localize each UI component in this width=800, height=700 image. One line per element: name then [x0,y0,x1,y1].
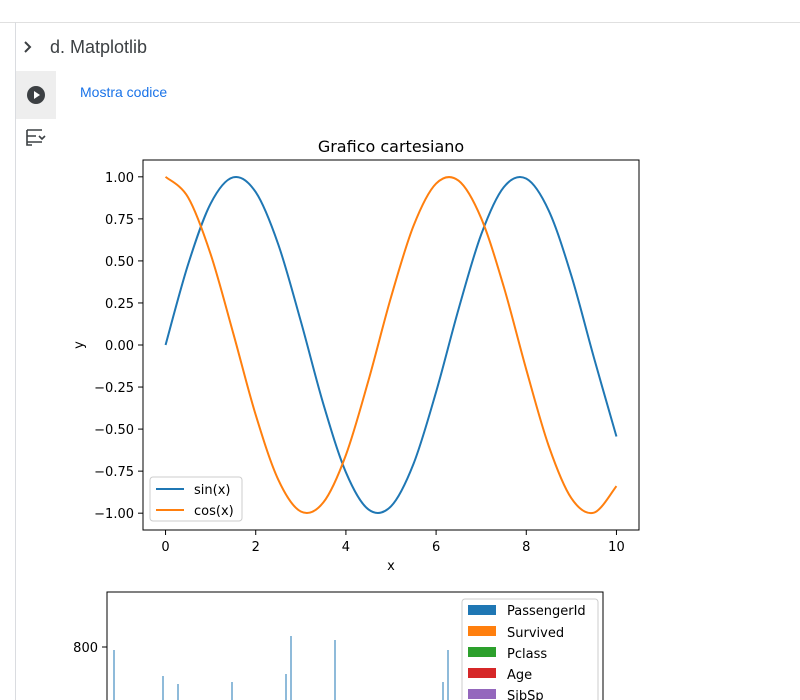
chart1-x-label: x [387,559,395,574]
chart2-legend: PassengerId Survived Pclass Age SibSp [461,598,599,700]
legend-entry-cos: cos(x) [194,504,234,519]
cell-left-border [15,22,16,700]
run-cell-button[interactable] [16,71,56,119]
legend-entry-survived: Survived [507,626,564,641]
play-circle-icon [27,86,45,104]
chart1-plot-area [142,159,640,531]
x-tick-label: 6 [432,540,440,555]
chart1-title: Grafico cartesiano [318,137,464,156]
y-tick-label: −0.75 [94,465,134,480]
y-tick-label: 0.25 [105,297,134,312]
line-chart: Grafico cartesiano x y 0 2 4 6 8 10 −1.00 −0.7… [72,137,640,574]
legend-entry-passengerid: PassengerId [507,604,586,619]
legend-entry-pclass: Pclass [507,647,547,662]
section-header: d. Matplotlib [16,30,147,64]
x-tick-label: 4 [342,540,350,555]
y-tick-label: 0.00 [105,339,134,354]
chevron-right-icon[interactable] [18,37,38,57]
y-tick-label: −0.25 [94,381,134,396]
y-tick-label: 1.00 [105,171,134,186]
series-line-sin [164,175,618,514]
form-toggle-icon[interactable] [24,126,48,148]
y-tick-label: 800 [73,641,98,656]
x-tick-label: 0 [161,540,169,555]
y-tick-label: 0.75 [105,213,134,228]
series-line-cos [164,176,618,515]
top-bar [0,0,800,23]
chart1-y-label: y [72,341,87,349]
x-tick-label: 10 [608,540,625,555]
x-tick-label: 2 [252,540,260,555]
show-code-link[interactable]: Mostra codice [80,84,168,100]
y-tick-label: 0.50 [105,255,134,270]
legend-entry-sibsp: SibSp [507,689,544,700]
legend-entry-age: Age [507,668,532,683]
y-tick-label: −1.00 [94,507,134,522]
x-tick-label: 8 [522,540,530,555]
y-tick-label: −0.50 [94,423,134,438]
section-title: d. Matplotlib [50,36,148,57]
legend-entry-sin: sin(x) [194,483,230,498]
chart1-legend: sin(x) cos(x) [149,476,243,522]
bar-chart: 800 PassengerId Survived Pclass Age SibS… [73,591,604,700]
